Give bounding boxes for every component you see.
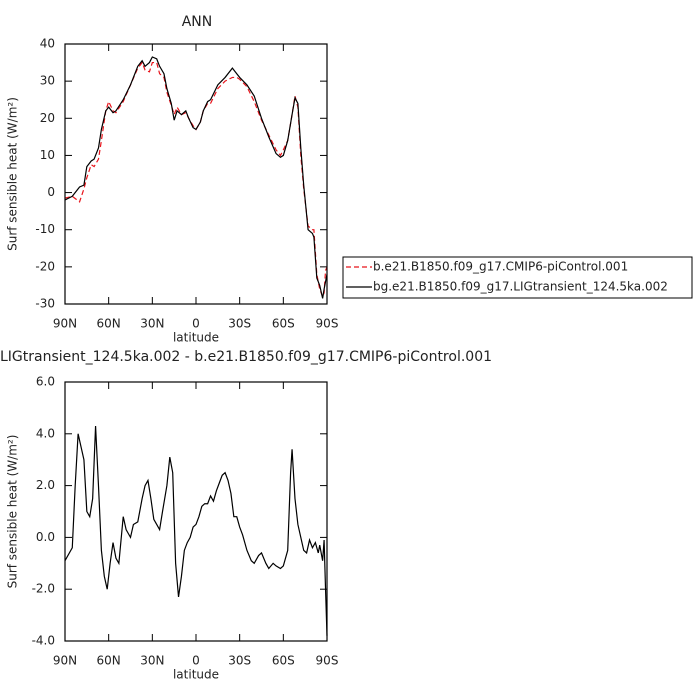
x-tick-label: 90S: [316, 654, 339, 668]
y-tick-label: 0.0: [36, 530, 55, 544]
x-axis-label: latitude: [173, 331, 219, 345]
x-tick-label: 60N: [97, 317, 121, 331]
x-tick-label: 30N: [140, 317, 164, 331]
x-tick-label: 90S: [316, 317, 339, 331]
y-tick-label: -2.0: [32, 582, 55, 596]
legend-label: bg.e21.B1850.f09_g17.LIGtransient_124.5k…: [373, 280, 668, 294]
y-tick-label: 10: [40, 148, 55, 162]
y-axis-label: Surf sensible heat (W/m²): [6, 97, 20, 251]
chart-title: ANN: [182, 14, 213, 30]
data-line: [64, 56, 328, 299]
x-tick-label: 30S: [228, 654, 251, 668]
y-tick-label: -10: [35, 222, 55, 236]
y-axis-label: Surf sensible heat (W/m²): [6, 435, 20, 589]
y-tick-label: -4.0: [32, 634, 55, 648]
x-tick-label: 0: [192, 654, 200, 668]
x-tick-label: 60N: [97, 654, 121, 668]
y-tick-label: 0: [47, 185, 55, 199]
y-tick-label: 6.0: [36, 375, 55, 389]
x-tick-label: 30S: [228, 317, 251, 331]
x-tick-label: 90N: [53, 654, 77, 668]
legend-box: [342, 256, 693, 299]
x-tick-label: 0: [192, 317, 200, 331]
y-tick-label: -20: [35, 259, 55, 273]
x-tick-label: 60S: [272, 654, 295, 668]
x-axis-label: latitude: [173, 668, 219, 682]
y-tick-label: 40: [40, 37, 55, 51]
y-tick-label: -30: [35, 297, 55, 311]
y-tick-label: 2.0: [36, 478, 55, 492]
y-tick-label: 30: [40, 74, 55, 88]
plot-frame: [64, 381, 328, 642]
x-tick-label: 30N: [140, 654, 164, 668]
x-tick-label: 60S: [272, 317, 295, 331]
plot-frame: [64, 43, 328, 305]
data-line: [64, 426, 328, 636]
y-tick-label: 20: [40, 111, 55, 125]
chart-title: LIGtransient_124.5ka.002 - b.e21.B1850.f…: [0, 349, 492, 365]
x-tick-label: 90N: [53, 317, 77, 331]
y-tick-label: 4.0: [36, 426, 55, 440]
data-line: [64, 61, 328, 299]
legend-label: b.e21.B1850.f09_g17.CMIP6-piControl.001: [373, 260, 628, 274]
